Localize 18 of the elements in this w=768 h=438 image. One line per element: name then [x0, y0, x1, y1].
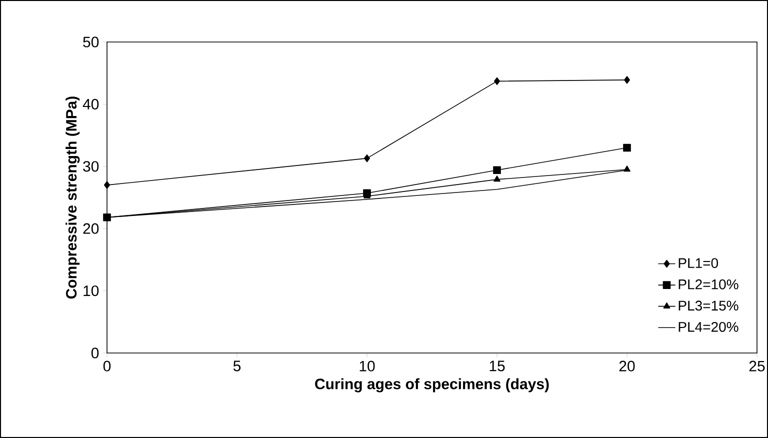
- y-tick-label: 40: [82, 98, 99, 110]
- x-tick-label: 5: [233, 360, 241, 372]
- legend-label: PL3=15%: [678, 300, 738, 311]
- legend-label: PL4=20%: [678, 322, 738, 332]
- x-axis-title: Curing ages of specimens (days): [315, 378, 549, 392]
- legend-label: PL1=0: [678, 258, 718, 268]
- y-tick-label: 30: [83, 161, 99, 172]
- y-axis-title: Compressive strength (MPa): [66, 96, 80, 299]
- x-tick-label: 20: [619, 360, 635, 372]
- y-tick-label: 0: [91, 348, 99, 358]
- x-tick-label: 15: [490, 360, 505, 372]
- x-tick-label: 10: [360, 360, 375, 372]
- legend-label: PL2=10%: [678, 279, 738, 290]
- y-tick-label: 50: [83, 36, 99, 48]
- x-tick-label: 25: [749, 360, 765, 372]
- y-tick-label: 20: [83, 223, 99, 234]
- y-tick-label: 10: [84, 285, 99, 296]
- x-tick-label: 0: [103, 360, 111, 372]
